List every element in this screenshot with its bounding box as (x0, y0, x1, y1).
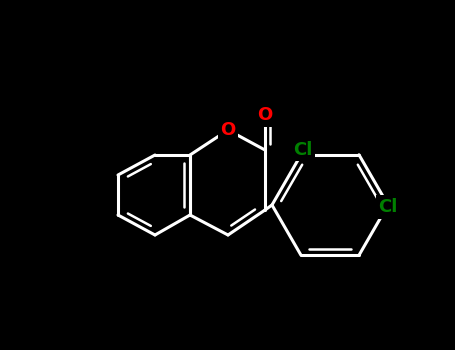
Text: Cl: Cl (293, 141, 313, 159)
Text: Cl: Cl (378, 198, 398, 216)
Text: O: O (220, 121, 236, 139)
Text: O: O (258, 106, 273, 124)
